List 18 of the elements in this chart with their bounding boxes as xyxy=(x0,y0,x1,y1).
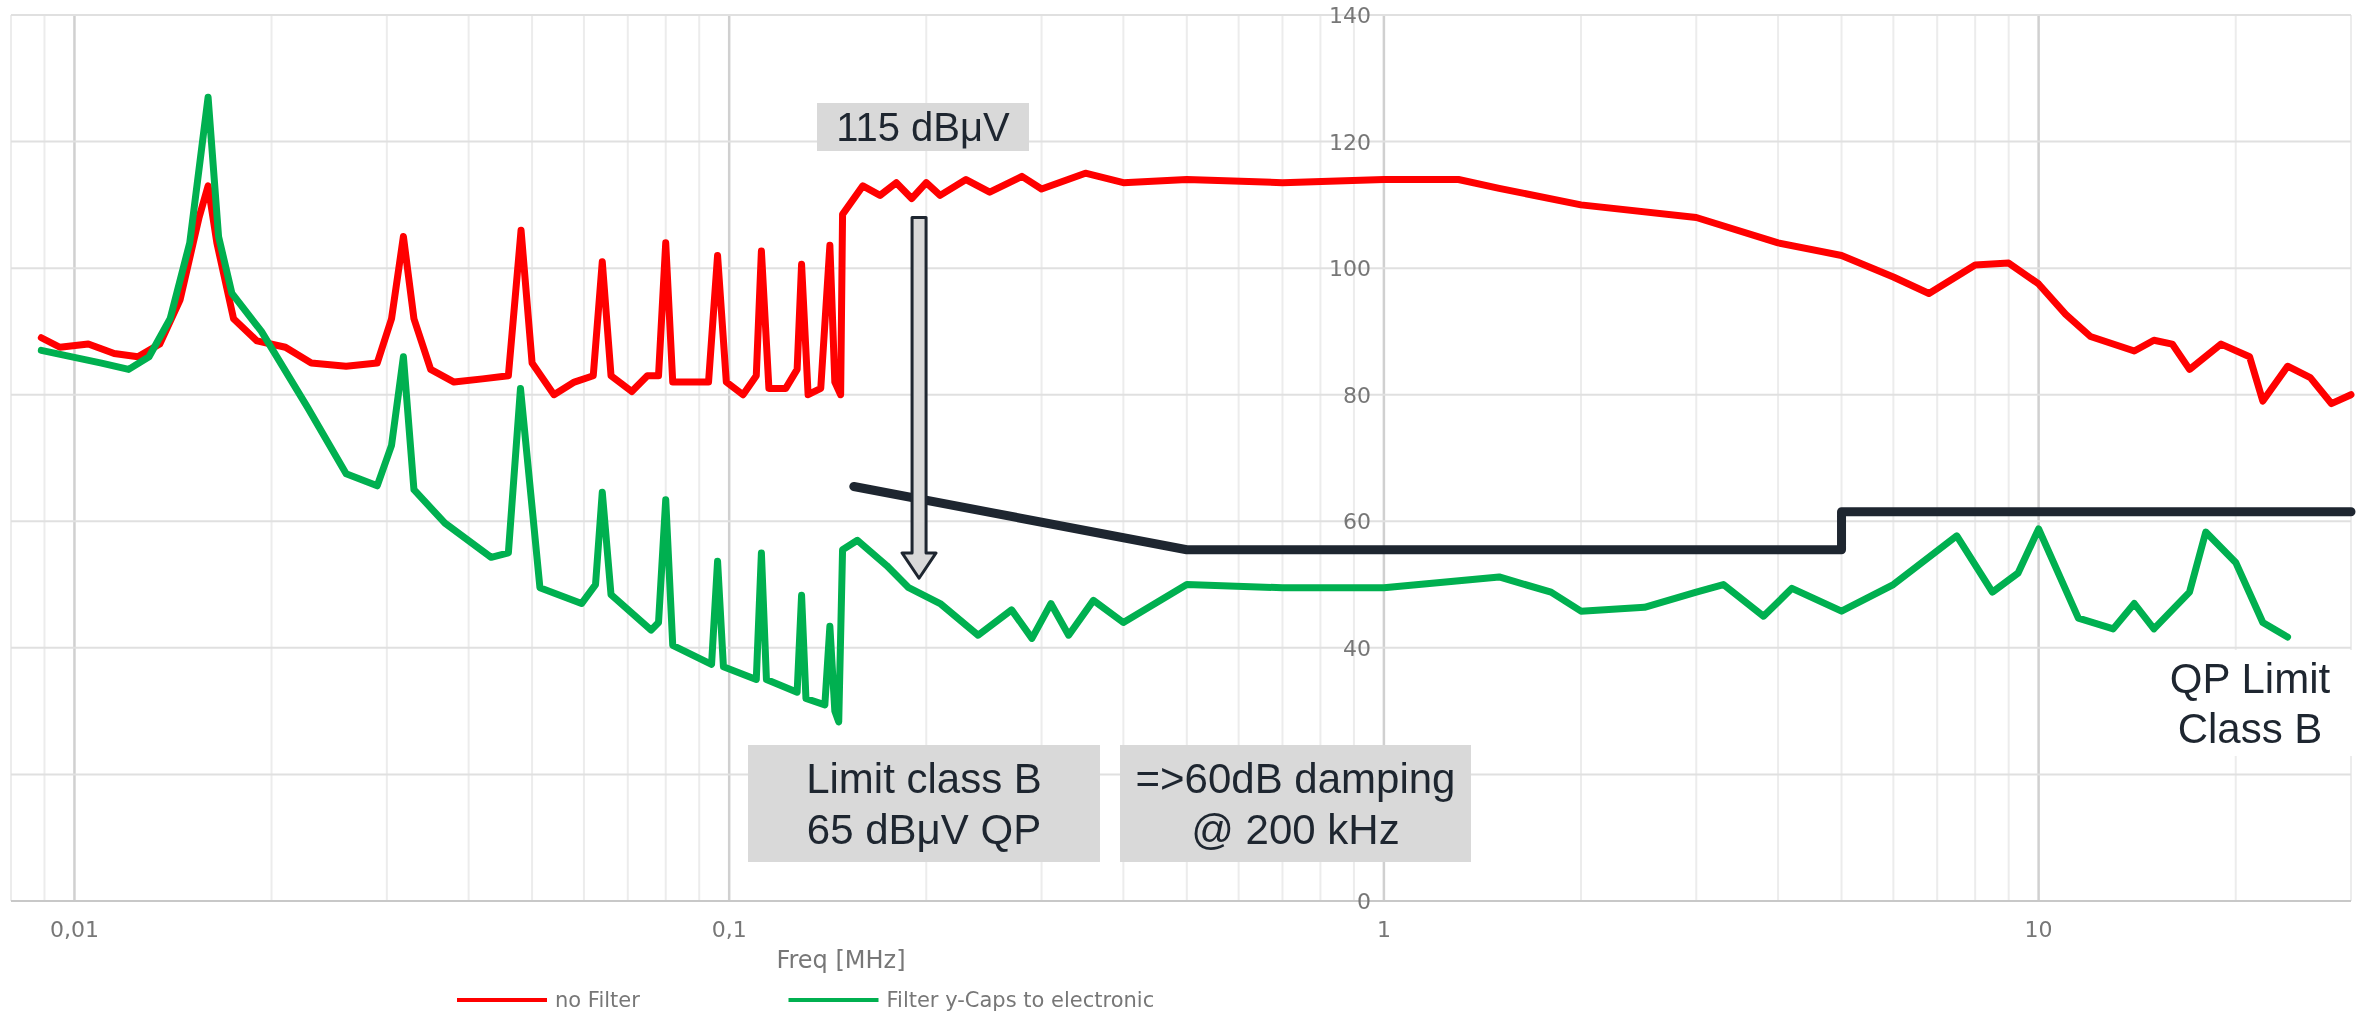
y-tick-label: 100 xyxy=(1329,256,1371,282)
y-tick-label: 60 xyxy=(1343,509,1371,535)
y-tick-label: 80 xyxy=(1343,382,1371,408)
y-tick-label: 140 xyxy=(1329,3,1371,28)
y-tick-label: 40 xyxy=(1343,635,1371,661)
x-axis-title: Freq [MHz] xyxy=(776,946,906,974)
y-tick-label: 120 xyxy=(1329,129,1371,155)
annotation: =>60dB damping @ 200 kHz xyxy=(1135,755,1456,853)
x-tick-label: 0,01 xyxy=(49,917,99,942)
annotation: QP Limit Class B xyxy=(2169,654,2331,753)
annotation: 115 dBμV xyxy=(836,105,1011,150)
y-tick-label: 0 xyxy=(1357,889,1371,914)
annotation: Limit class B 65 dBμV QP xyxy=(806,755,1042,853)
x-tick-label: 10 xyxy=(2024,917,2053,942)
legend-label: no Filter xyxy=(555,988,641,1012)
x-tick-label: 1 xyxy=(1376,917,1391,942)
x-tick-label: 0,1 xyxy=(711,917,747,942)
legend-label: Filter y-Caps to electronic xyxy=(886,988,1155,1012)
